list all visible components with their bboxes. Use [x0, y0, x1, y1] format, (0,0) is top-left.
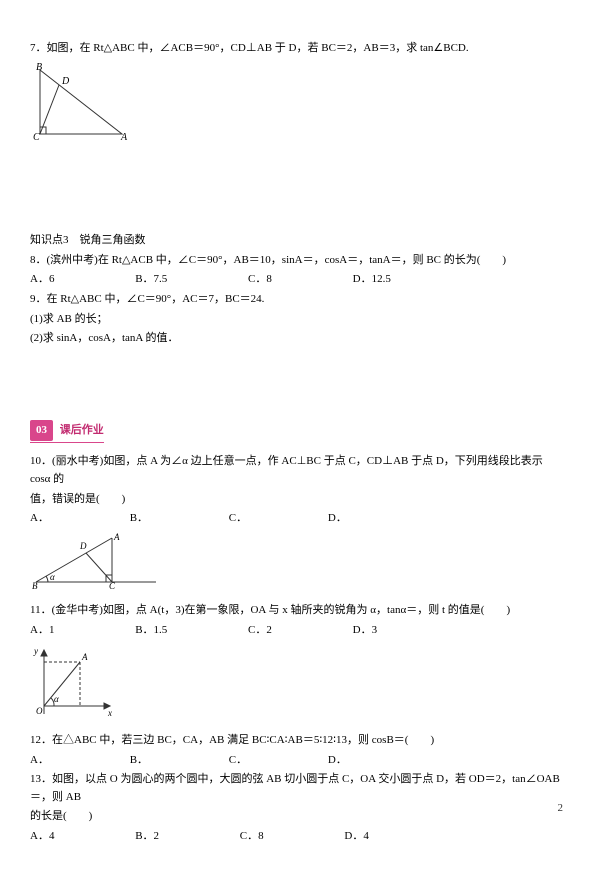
- section-title-text: 课后作业: [60, 424, 104, 436]
- q7-label-A: A: [120, 132, 128, 140]
- q10-figure: B D C A α: [30, 532, 565, 597]
- q10-choice-C: C．: [229, 510, 247, 528]
- q10-label-C: C: [109, 581, 116, 590]
- q10-choice-B: B．: [130, 510, 148, 528]
- q11-label-x: x: [107, 708, 112, 718]
- q11-label-alpha: α: [54, 694, 59, 704]
- q7-label-D: D: [61, 76, 70, 87]
- q13-choice-A: A．4: [30, 828, 54, 846]
- q11-label-y: y: [33, 646, 38, 656]
- q11-figure: O A x y α: [30, 644, 565, 727]
- q8-choice-D: D．12.5: [353, 271, 391, 289]
- q11-choice-C: C．2: [248, 622, 272, 640]
- q11-text: 11．(金华中考)如图，点 A(t，3)在第一象限，OA 与 x 轴所夹的锐角为…: [30, 602, 565, 620]
- page-container: 7．如图，在 Rt△ABC 中，∠ACB＝90°，CD⊥AB 于 D，若 BC＝…: [0, 0, 595, 878]
- q11-choices: A．1 B．1.5 C．2 D．3: [30, 622, 565, 640]
- q12-choice-C: C．: [229, 752, 247, 770]
- q8-choice-A: A．6: [30, 271, 54, 289]
- spacer: [30, 350, 565, 420]
- q13-line1: 13．如图，以点 O 为圆心的两个圆中，大圆的弦 AB 切小圆于点 C，OA 交…: [30, 771, 565, 806]
- q9-text: 9．在 Rt△ABC 中，∠C＝90°，AC＝7，BC＝24.: [30, 291, 565, 309]
- q13-choice-B: B．2: [135, 828, 159, 846]
- q11-label-O: O: [36, 706, 43, 716]
- q9-sub1: (1)求 AB 的长；: [30, 311, 565, 329]
- q13-line2: 的长是( ): [30, 808, 565, 826]
- section-03-heading: 03 课后作业: [30, 420, 104, 444]
- page-number: 2: [558, 800, 564, 818]
- q11-label-A: A: [81, 652, 88, 662]
- q10-choice-A: A．: [30, 510, 49, 528]
- q10-label-B: B: [32, 581, 38, 590]
- q7-text: 7．如图，在 Rt△ABC 中，∠ACB＝90°，CD⊥AB 于 D，若 BC＝…: [30, 40, 565, 58]
- q8-choices: A．6 B．7.5 C．8 D．12.5: [30, 271, 565, 289]
- q13-choices: A．4 B．2 C．8 D．4: [30, 828, 565, 846]
- q11-choice-A: A．1: [30, 622, 54, 640]
- q10-line1: 10．(丽水中考)如图，点 A 为∠α 边上任意一点，作 AC⊥BC 于点 C，…: [30, 453, 565, 488]
- spacer: [30, 152, 565, 232]
- q12-choices: A． B． C． D．: [30, 752, 565, 770]
- q11-choice-B: B．1.5: [135, 622, 167, 640]
- q8-choice-C: C．8: [248, 271, 272, 289]
- q12-choice-A: A．: [30, 752, 49, 770]
- q12-choice-D: D．: [328, 752, 347, 770]
- q10-choices: A． B． C． D．: [30, 510, 565, 528]
- q7-label-B: B: [36, 62, 42, 73]
- section-badge: 03: [30, 420, 53, 442]
- knowledge-point-heading: 知识点3 锐角三角函数: [30, 232, 565, 250]
- q8-text: 8．(滨州中考)在 Rt△ACB 中，∠C＝90°，AB＝10，sinA＝，co…: [30, 252, 565, 270]
- q11-choice-D: D．3: [353, 622, 377, 640]
- q8-choice-B: B．7.5: [135, 271, 167, 289]
- q9-sub2: (2)求 sinA，cosA，tanA 的值．: [30, 330, 565, 348]
- q10-label-A: A: [113, 532, 120, 542]
- q10-choice-D: D．: [328, 510, 347, 528]
- q10-label-alpha: α: [50, 572, 55, 582]
- q7-label-C: C: [33, 132, 40, 140]
- q12-choice-B: B．: [130, 752, 148, 770]
- q10-line2: 值，错误的是( ): [30, 491, 565, 509]
- q13-choice-C: C．8: [240, 828, 264, 846]
- q12-text: 12．在△ABC 中，若三边 BC，CA，AB 满足 BC∶CA∶AB＝5∶12…: [30, 732, 565, 750]
- q13-choice-D: D．4: [344, 828, 368, 846]
- q7-figure: B D C A: [30, 62, 565, 147]
- q10-label-D: D: [79, 541, 87, 551]
